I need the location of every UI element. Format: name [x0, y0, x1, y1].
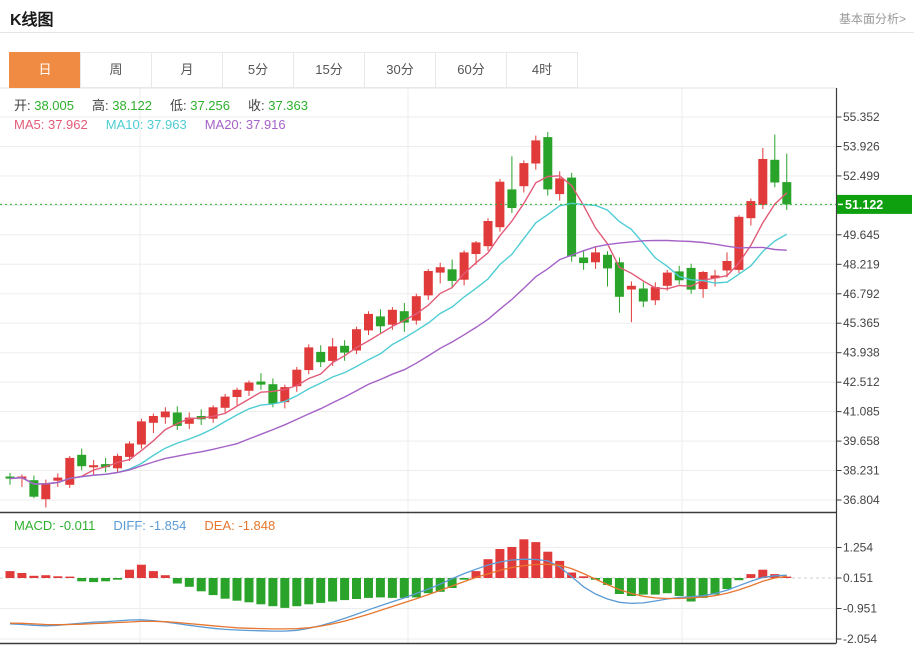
- tab-4hour[interactable]: 4时: [506, 52, 578, 88]
- page-title: K线图: [10, 12, 54, 29]
- ma-ma5: MA5: 37.962: [14, 117, 88, 132]
- tab-month[interactable]: 月: [151, 52, 223, 88]
- price-axis-label: 41.085: [843, 405, 880, 419]
- price-axis-label: 48.219: [843, 257, 880, 271]
- ma20-line: [9, 239, 787, 485]
- dea-line: [9, 563, 787, 630]
- macd-macd: MACD: -0.011: [14, 518, 96, 533]
- interval-tab-bar: 日周月 5分 15分 30分 60分 4时: [9, 52, 578, 88]
- price-axis-labels: 55.352 53.926 52.499 51.122 49.645 48.219 46.7…: [836, 110, 880, 507]
- price-axis-label: 49.645: [843, 228, 880, 242]
- macd-axis-labels: 1.254 0.151 -0.951 -2.054: [836, 541, 877, 645]
- page-header: K线图 基本面分析>: [0, 0, 914, 33]
- candles: [5, 132, 792, 508]
- price-axis-label: 36.804: [843, 493, 880, 507]
- fundamental-analysis-link[interactable]: 基本面分析>: [838, 12, 906, 26]
- ma10-line: [9, 202, 788, 485]
- tab-5min[interactable]: 5分: [222, 52, 294, 88]
- ma-ma20: MA20: 37.916: [204, 117, 286, 132]
- price-axis-label: 52.499: [843, 169, 880, 183]
- price-axis-label: 38.231: [843, 464, 880, 478]
- price-axis-label: 45.365: [843, 316, 880, 330]
- tab-15min[interactable]: 15分: [293, 52, 365, 88]
- macd-diff: DIFF: -1.854: [113, 518, 187, 533]
- price-axis-label: 53.926: [843, 140, 880, 154]
- ohlc-open: 开: 38.005: [14, 98, 74, 113]
- price-axis-label: 39.658: [843, 434, 880, 448]
- svg-text:51.122: 51.122: [845, 198, 883, 212]
- ma-ma10: MA10: 37.963: [105, 117, 187, 132]
- tab-week[interactable]: 周: [80, 52, 152, 88]
- ohlc-legend: 开: 38.005 高: 38.122 低: 37.256 收: 37.363: [14, 95, 326, 114]
- macd-axis-label: 0.151: [843, 571, 873, 585]
- macd-axis-label: -0.951: [843, 602, 877, 616]
- ma-legend: MA5: 37.962 MA10: 37.963 MA20: 37.916: [14, 117, 304, 132]
- price-axis-label: 55.352: [843, 110, 880, 124]
- price-gridlines: [0, 116, 836, 501]
- macd-axis-label: 1.254: [843, 541, 873, 555]
- macd-dea: DEA: -1.848: [204, 518, 276, 533]
- ohlc-high: 高: 38.122: [92, 98, 152, 113]
- price-axis-label: 46.792: [843, 287, 880, 301]
- ma5-line: [9, 175, 788, 485]
- macd-legend: MACD: -0.011 DIFF: -1.854 DEA: -1.848: [14, 518, 293, 533]
- price-axis-label: 42.512: [843, 375, 880, 389]
- macd-axis-label: -2.054: [843, 632, 877, 645]
- diff-line: [9, 558, 787, 632]
- tab-30min[interactable]: 30分: [364, 52, 436, 88]
- ohlc-low: 低: 37.256: [170, 98, 230, 113]
- price-axis-label: 43.938: [843, 346, 880, 360]
- ohlc-close: 收: 37.363: [248, 98, 308, 113]
- macd-histogram: [5, 539, 792, 608]
- tab-day[interactable]: 日: [9, 52, 81, 88]
- current-price-tag: 51.122: [837, 194, 912, 214]
- tab-60min[interactable]: 60分: [435, 52, 507, 88]
- vertical-gridlines: [139, 88, 683, 644]
